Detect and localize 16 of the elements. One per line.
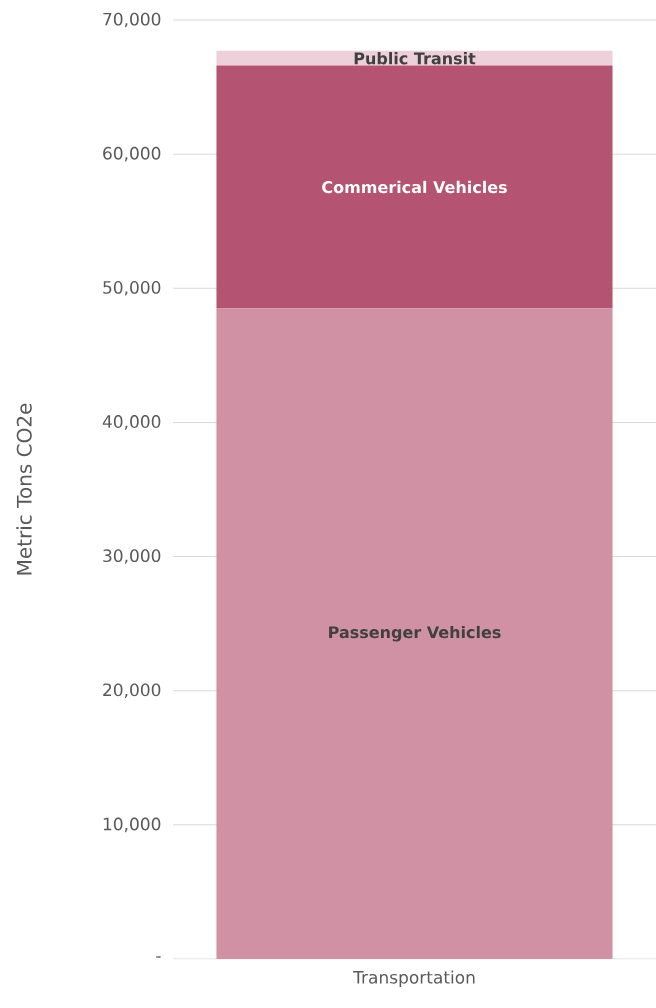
x-tick-label: Transportation bbox=[353, 970, 475, 987]
series-label: Public Transit bbox=[354, 52, 476, 65]
y-tick-label: 30,000 bbox=[103, 549, 161, 564]
bar bbox=[216, 308, 613, 959]
series-label: Passenger Vehicles bbox=[329, 625, 501, 642]
bar bbox=[216, 65, 613, 309]
y-tick-label: 70,000 bbox=[103, 12, 161, 28]
series-label: Commerical Vehicles bbox=[322, 180, 507, 194]
bar bbox=[216, 50, 613, 66]
y-tick-label: - bbox=[156, 956, 161, 958]
y-tick-label: 40,000 bbox=[102, 415, 161, 430]
y-tick-label: 20,000 bbox=[103, 683, 161, 698]
y-tick-label: 50,000 bbox=[103, 280, 161, 296]
y-axis-title: Metric Tons CO2e bbox=[16, 403, 32, 575]
y-tick-label: 60,000 bbox=[103, 146, 161, 162]
y-tick-label: 10,000 bbox=[103, 817, 161, 833]
